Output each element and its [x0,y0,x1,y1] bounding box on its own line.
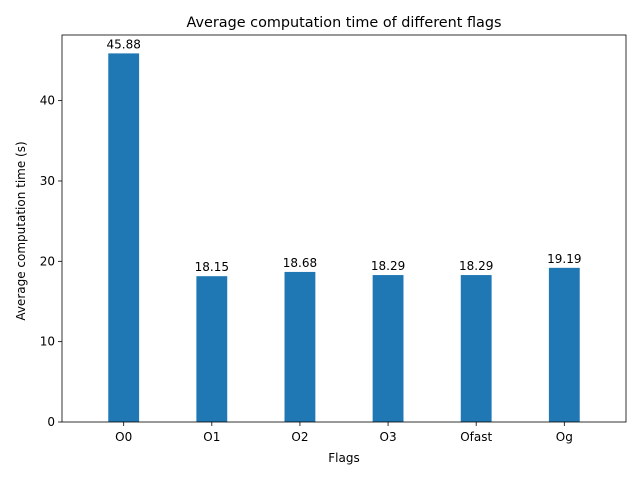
data-label-o1: 18.15 [195,260,229,274]
bar-o3 [372,275,404,422]
y-axis-ticks: 0 10 20 30 40 [40,94,62,429]
y-tick-label: 30 [40,174,55,188]
bar-o2 [284,271,316,422]
x-tick-label: O1 [203,430,220,444]
data-labels: 45.88 18.15 18.68 18.29 18.29 19.19 [107,37,582,274]
y-tick-label: 0 [47,415,55,429]
x-tick-label: Og [556,430,573,444]
x-tick-label: O3 [380,430,397,444]
data-label-o3: 18.29 [371,259,405,273]
bar-o0 [108,53,140,423]
x-axis-ticks: O0 O1 O2 O3 Ofast Og [115,422,573,444]
x-tick-label: O2 [291,430,308,444]
x-tick-label: O0 [115,430,132,444]
y-tick-label: 10 [40,335,55,349]
y-tick-label: 20 [40,254,55,268]
bars [108,53,580,423]
y-axis-title: Average computation time (s) [14,141,28,320]
data-label-ofast: 18.29 [459,259,493,273]
data-label-o2: 18.68 [283,256,317,270]
y-tick-label: 40 [40,94,55,108]
bar-ofast [460,275,492,422]
chart-title: Average computation time of different fl… [187,15,502,31]
x-axis-title: Flags [328,451,359,465]
data-label-og: 19.19 [547,252,581,266]
bar-og [548,267,580,422]
plot-frame [61,34,627,423]
data-label-o0: 45.88 [107,37,141,51]
bar-o1 [196,276,228,422]
x-tick-label: Ofast [460,430,492,444]
